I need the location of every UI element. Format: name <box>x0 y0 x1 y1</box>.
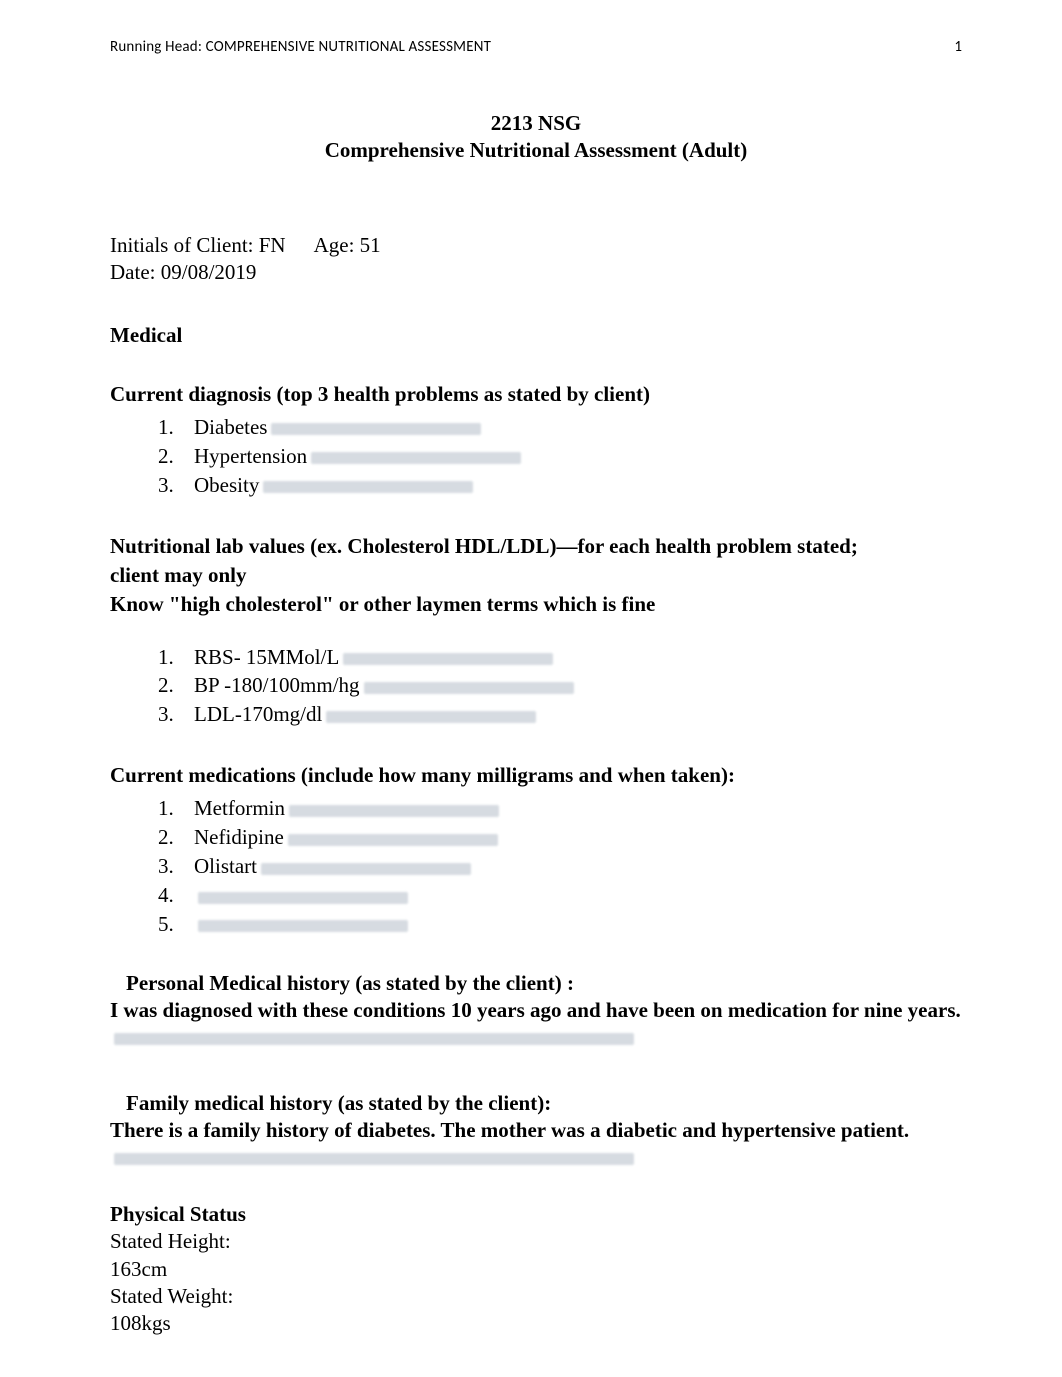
labs-heading-line1: Nutritional lab values (ex. Cholesterol … <box>110 534 962 559</box>
age-value: 51 <box>360 233 381 257</box>
diagnosis-heading: Current diagnosis (top 3 health problems… <box>110 382 962 407</box>
fmh-heading: Family medical history (as stated by the… <box>110 1091 962 1116</box>
initials-label: Initials of Client: <box>110 233 259 257</box>
list-number: 1. <box>158 643 194 672</box>
lab-item-text: BP -180/100mm/hg <box>194 673 360 697</box>
list-item: 1.Diabetes <box>158 413 962 442</box>
lab-item-text: LDL-170mg/dl <box>194 702 322 726</box>
med-item-text: Nefidipine <box>194 825 284 849</box>
list-number: 3. <box>158 471 194 500</box>
diagnosis-item-text: Diabetes <box>194 415 267 439</box>
redaction-bar <box>261 863 471 875</box>
physical-status-block: Physical Status Stated Height: 163cm Sta… <box>110 1201 962 1337</box>
list-item: 4. <box>158 881 962 910</box>
list-item: 2.Hypertension <box>158 442 962 471</box>
lab-item-text: RBS- 15MMol/L <box>194 645 339 669</box>
list-number: 4. <box>158 881 194 910</box>
redaction-bar <box>198 892 408 904</box>
date-label: Date: <box>110 260 161 284</box>
fmh-body: There is a family history of diabetes. T… <box>110 1116 962 1145</box>
document-page: 1 Running Head: COMPREHENSIVE NUTRITIONA… <box>0 0 1062 1377</box>
labs-list: 1.RBS- 15MMol/L 2.BP -180/100mm/hg 3.LDL… <box>110 643 962 730</box>
list-number: 3. <box>158 700 194 729</box>
list-item: 3.LDL-170mg/dl <box>158 700 962 729</box>
labs-heading-line2: client may only <box>110 563 962 588</box>
labs-heading-line3: Know "high cholesterol" or other laymen … <box>110 592 962 617</box>
age-label: Age: <box>314 233 360 257</box>
med-item-text: Metformin <box>194 796 285 820</box>
diagnosis-item-text: Obesity <box>194 473 259 497</box>
client-meta-row: Initials of Client: FN Age: 51 <box>110 233 962 258</box>
list-item: 3.Olistart <box>158 852 962 881</box>
list-item: 2.BP -180/100mm/hg <box>158 671 962 700</box>
list-number: 5. <box>158 910 194 939</box>
redaction-bar <box>198 920 408 932</box>
diagnosis-item-text: Hypertension <box>194 444 307 468</box>
list-number: 1. <box>158 794 194 823</box>
meds-list: 1.Metformin 2.Nefidipine 3.Olistart 4. 5… <box>110 794 962 939</box>
title-line-1: 2213 NSG <box>110 110 962 137</box>
redaction-bar <box>288 834 498 846</box>
list-number: 3. <box>158 852 194 881</box>
stated-weight-value: 108kgs <box>110 1310 962 1337</box>
physical-status-heading: Physical Status <box>110 1201 962 1228</box>
meds-heading: Current medications (include how many mi… <box>110 763 962 788</box>
list-item: 1.RBS- 15MMol/L <box>158 643 962 672</box>
stated-height-value: 163cm <box>110 1256 962 1283</box>
list-item: 2.Nefidipine <box>158 823 962 852</box>
client-initials: Initials of Client: FN <box>110 233 286 258</box>
redaction-bar <box>311 452 521 464</box>
list-number: 2. <box>158 823 194 852</box>
date-value: 09/08/2019 <box>161 260 257 284</box>
stated-weight-label: Stated Weight: <box>110 1283 962 1310</box>
diagnosis-list: 1.Diabetes 2.Hypertension 3.Obesity <box>110 413 962 500</box>
list-number: 2. <box>158 442 194 471</box>
page-number: 1 <box>954 38 962 56</box>
redaction-bar <box>114 1153 634 1165</box>
client-age: Age: 51 <box>314 233 381 258</box>
section-medical-heading: Medical <box>110 323 962 348</box>
med-item-text: Olistart <box>194 854 257 878</box>
redaction-bar <box>326 711 536 723</box>
list-number: 2. <box>158 671 194 700</box>
redaction-bar <box>263 481 473 493</box>
redaction-bar <box>289 805 499 817</box>
pmh-heading: Personal Medical history (as stated by t… <box>110 971 962 996</box>
pmh-body: I was diagnosed with these conditions 10… <box>110 996 962 1025</box>
running-head: Running Head: COMPREHENSIVE NUTRITIONAL … <box>110 38 962 56</box>
list-item: 3.Obesity <box>158 471 962 500</box>
redaction-bar <box>364 682 574 694</box>
redaction-bar <box>343 653 553 665</box>
redaction-bar <box>271 423 481 435</box>
list-item: 1.Metformin <box>158 794 962 823</box>
redaction-bar <box>114 1033 634 1045</box>
list-item: 5. <box>158 910 962 939</box>
list-number: 1. <box>158 413 194 442</box>
assessment-date: Date: 09/08/2019 <box>110 260 962 285</box>
initials-value: FN <box>259 233 286 257</box>
document-title: 2213 NSG Comprehensive Nutritional Asses… <box>110 110 962 165</box>
stated-height-label: Stated Height: <box>110 1228 962 1255</box>
title-line-2: Comprehensive Nutritional Assessment (Ad… <box>110 137 962 164</box>
